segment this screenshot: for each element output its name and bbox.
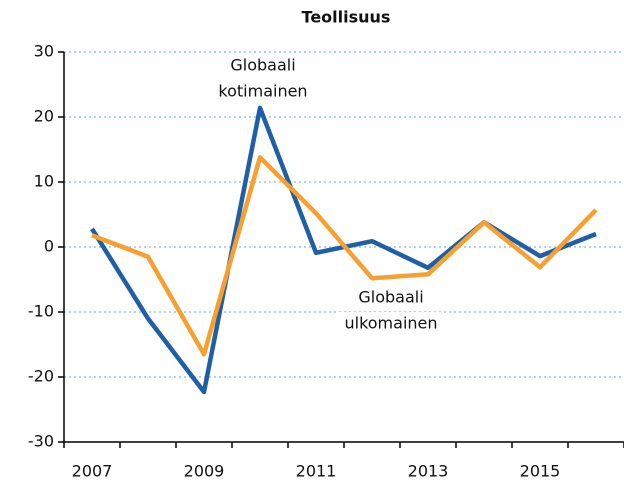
- x-tick-label: 2011: [296, 462, 337, 481]
- x-tick-label: 2009: [184, 462, 225, 481]
- y-tick-label: -20: [28, 367, 54, 386]
- annotation-bg: [339, 286, 443, 310]
- chart-title: Teollisuus: [302, 8, 391, 27]
- x-tick-label: 2015: [520, 462, 561, 481]
- annotation: Globaali: [358, 288, 423, 307]
- line-series: [91, 155, 598, 357]
- x-tick-label: 2013: [408, 462, 449, 481]
- annotation: Globaali: [230, 56, 295, 75]
- y-tick-label: 0: [44, 237, 54, 256]
- annotation: ulkomainen: [344, 314, 437, 333]
- annotation-bg: [339, 312, 443, 336]
- x-tick-label: 2007: [72, 462, 113, 481]
- y-tick-label: -30: [28, 432, 54, 451]
- y-tick-label: -10: [28, 302, 54, 321]
- y-tick-label: 20: [34, 107, 54, 126]
- annotation: kotimainen: [218, 82, 307, 101]
- y-tick-label: 30: [34, 42, 54, 61]
- y-tick-label: 10: [34, 172, 54, 191]
